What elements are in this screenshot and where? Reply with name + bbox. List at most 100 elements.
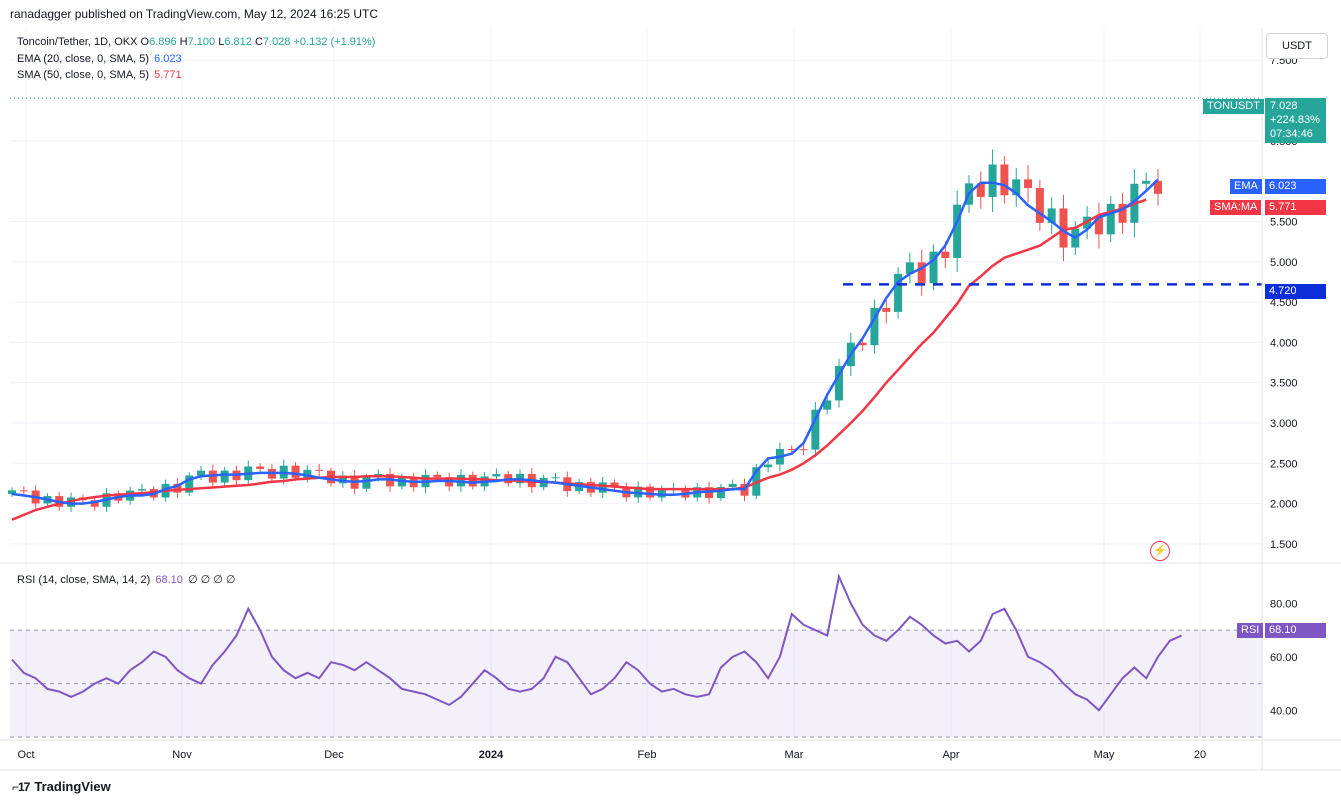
- sma-tag-value: 5.771: [1265, 200, 1326, 215]
- candle-body: [764, 464, 773, 468]
- time-tick-label: Nov: [172, 749, 192, 761]
- candle-body: [858, 342, 867, 346]
- candle-body: [1106, 203, 1115, 235]
- rsi-line: [11, 573, 1183, 712]
- candle-body: [905, 262, 914, 274]
- candle-body: [610, 482, 619, 488]
- candle-body: [492, 474, 501, 477]
- candle-body: [953, 204, 962, 258]
- candle-body: [303, 469, 312, 478]
- candle-body: [197, 470, 206, 476]
- candle-body: [645, 486, 654, 498]
- sma-tag-name: SMA:MA: [1210, 200, 1262, 215]
- rsi-legend[interactable]: RSI (14, close, SMA, 14, 2) 68.10 ∅ ∅ ∅ …: [17, 574, 236, 586]
- currency-unit-button[interactable]: USDT: [1266, 33, 1328, 59]
- rsi-tag-value: 68.10: [1265, 623, 1326, 638]
- time-tick-label: Mar: [785, 749, 804, 761]
- ohlc-close: C7.028: [254, 36, 291, 48]
- price-tick-label: 4.000: [1270, 337, 1298, 349]
- candle-body: [1012, 179, 1021, 196]
- time-tick-label: 20: [1194, 749, 1206, 761]
- candle-body: [185, 475, 194, 493]
- candle-body: [90, 500, 99, 507]
- candle-body: [1142, 180, 1151, 184]
- candle-body: [1118, 203, 1127, 223]
- bar-countdown: 07:34:46: [1270, 128, 1313, 140]
- candle-body: [598, 482, 607, 493]
- ema-legend[interactable]: EMA (20, close, 0, SMA, 5) 6.023: [17, 53, 182, 65]
- candle-body: [894, 273, 903, 312]
- price-tick-label: 2.000: [1270, 499, 1298, 511]
- candle-body: [551, 477, 560, 479]
- alert-bolt-icon[interactable]: ⚡: [1150, 541, 1170, 561]
- time-tick-label: Feb: [638, 749, 657, 761]
- candle-body: [338, 475, 347, 484]
- candle-body: [256, 466, 265, 469]
- candle-body: [1024, 179, 1033, 188]
- candle-body: [870, 307, 879, 346]
- ema-tag-value: 6.023: [1265, 179, 1326, 194]
- candle-body: [291, 465, 300, 478]
- rsi-tick-label: 40.00: [1270, 705, 1298, 717]
- time-tick-label: 2024: [479, 749, 504, 761]
- candle-body: [1035, 187, 1044, 223]
- symbol-price-tag: 7.028 +224.83% 07:34:46: [1265, 98, 1326, 143]
- candle-body: [8, 490, 16, 494]
- candle-body: [799, 449, 808, 451]
- candle-body: [835, 366, 844, 401]
- price-tick-label: 2.500: [1270, 458, 1298, 470]
- ema-tag-name: EMA: [1230, 179, 1262, 194]
- sma-legend[interactable]: SMA (50, close, 0, SMA, 5) 5.771: [17, 69, 182, 81]
- candle-body: [811, 409, 820, 450]
- candle-body: [173, 483, 182, 493]
- candle-body: [823, 400, 832, 410]
- symbol-price-tag-name: TONUSDT: [1203, 99, 1264, 114]
- candle-body: [220, 470, 229, 483]
- candle-body: [787, 448, 796, 450]
- candle-body: [882, 307, 891, 312]
- time-tick-label: Oct: [17, 749, 34, 761]
- ohlc-low: L6.812: [218, 36, 252, 48]
- tradingview-logo-icon: ⌐17: [12, 779, 30, 794]
- ema-line: [11, 178, 1159, 505]
- candle-body: [728, 483, 737, 488]
- ohlc-open: O6.896: [140, 36, 177, 48]
- candle-body: [433, 474, 442, 478]
- price-tick-label: 5.500: [1270, 216, 1298, 228]
- last-price: 7.028: [1270, 100, 1298, 112]
- level-tag-value: 4.720: [1265, 284, 1326, 299]
- price-change-percent: +224.83%: [1270, 114, 1320, 126]
- price-tick-label: 5.000: [1270, 257, 1298, 269]
- rsi-tick-label: 80.00: [1270, 598, 1298, 610]
- candle-body: [716, 487, 725, 499]
- candle-body: [315, 469, 324, 471]
- candle-body: [137, 489, 146, 491]
- publisher-credit: ranadagger published on TradingView.com,…: [10, 7, 379, 21]
- rsi-tag-name: RSI: [1237, 623, 1264, 638]
- candle-body: [941, 251, 950, 258]
- candle-body: [1094, 216, 1103, 235]
- candle-body: [468, 474, 477, 487]
- candle-body: [917, 262, 926, 284]
- candle-body: [1059, 208, 1068, 248]
- symbol-legend: Toncoin/Tether, 1D, OKX O6.896 H7.100 L6…: [17, 36, 375, 48]
- time-tick-label: Dec: [324, 749, 344, 761]
- candle-body: [19, 490, 28, 492]
- ohlc-high: H7.100: [179, 36, 216, 48]
- candle-body: [929, 251, 938, 284]
- price-tick-label: 4.500: [1270, 297, 1298, 309]
- rsi-tick-label: 60.00: [1270, 652, 1298, 664]
- candle-body: [362, 477, 371, 489]
- price-tick-label: 1.500: [1270, 539, 1298, 551]
- candle-body: [1154, 180, 1162, 194]
- time-tick-label: May: [1094, 749, 1115, 761]
- candle-body: [976, 183, 985, 197]
- candle-body: [988, 164, 997, 197]
- tradingview-logo[interactable]: ⌐17 TradingView: [12, 779, 111, 794]
- candle-body: [1047, 208, 1056, 223]
- ohlc-change: +0.132 (+1.91%): [293, 36, 376, 48]
- price-tick-label: 3.000: [1270, 418, 1298, 430]
- time-tick-label: Apr: [942, 749, 959, 761]
- price-tick-label: 3.500: [1270, 378, 1298, 390]
